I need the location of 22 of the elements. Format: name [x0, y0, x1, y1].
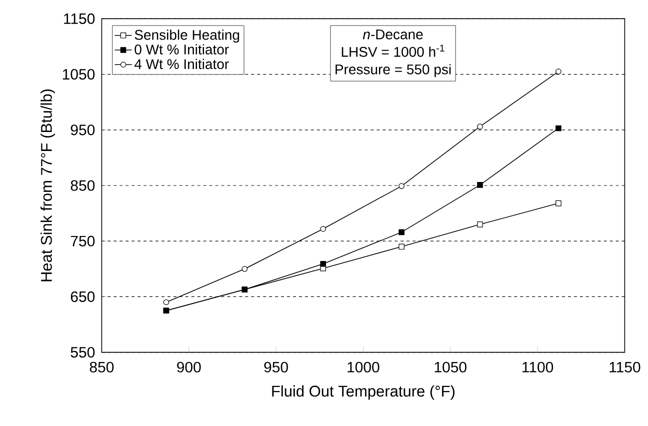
- x-tick-label: 1000: [348, 362, 380, 372]
- y-tick-label: 850: [70, 180, 95, 191]
- x-tick-label: 900: [177, 362, 201, 372]
- y-axis-title: Heat Sink from 77°F (Btu/lb): [40, 89, 55, 282]
- x-tick-label: 1100: [522, 362, 554, 372]
- x-tick-label: 1050: [434, 362, 466, 372]
- legend-label: 0 Wt % Initiator: [134, 44, 229, 54]
- legend-label: 4 Wt % Initiator: [134, 58, 229, 70]
- annotation: Pressure = 550 psi: [336, 64, 451, 78]
- y-tick-label: 550: [70, 346, 95, 358]
- x-axis-title: Fluid Out Temperature (°F): [272, 385, 454, 400]
- y-tick-label: 750: [70, 236, 95, 246]
- y-tick-label: 1150: [64, 13, 95, 24]
- y-tick-label: 950: [70, 124, 95, 136]
- annotation: n-Decane: [362, 30, 423, 40]
- y-tick-label: 1050: [62, 68, 95, 80]
- x-tick-label: 950: [264, 362, 288, 372]
- legend-label: Sensible Heating: [134, 30, 240, 43]
- x-tick-label: 850: [90, 362, 114, 372]
- x-tick-label: 1150: [610, 362, 640, 372]
- annotation: LHSV = 1000 h$^{-1}$: [342, 44, 444, 57]
- y-tick-label: 650: [70, 291, 95, 302]
